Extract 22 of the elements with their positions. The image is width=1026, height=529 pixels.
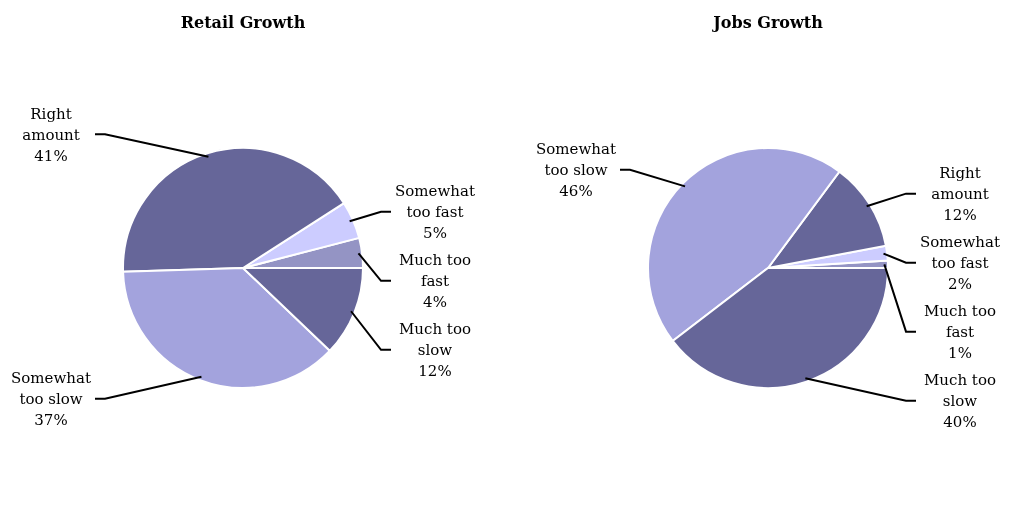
data-label: 4% xyxy=(423,293,447,312)
slice-label: Much too slow xyxy=(924,371,996,411)
data-label: 46% xyxy=(559,182,593,201)
slice-label: Somewhat too slow xyxy=(11,369,91,409)
data-label: 2% xyxy=(948,275,972,294)
slice-label: Much too slow xyxy=(399,320,471,360)
slice-label: Somewhat too fast xyxy=(920,233,1000,273)
data-label: 41% xyxy=(34,146,68,165)
data-label: 12% xyxy=(418,362,452,381)
slice-label: Right amount xyxy=(22,104,80,144)
data-label: 40% xyxy=(943,413,977,432)
slice-label: Much too fast xyxy=(924,302,996,342)
slice-label: Right amount xyxy=(931,164,989,204)
chart-title: Jobs Growth xyxy=(711,13,824,32)
slice-label: Somewhat too fast xyxy=(395,182,475,222)
data-label: 37% xyxy=(34,411,68,430)
data-label: 5% xyxy=(423,224,447,243)
data-label: 1% xyxy=(948,344,972,363)
slice-label: Much too fast xyxy=(399,251,471,291)
chart-title: Retail Growth xyxy=(180,13,306,32)
slice-label: Somewhat too slow xyxy=(536,140,616,180)
data-label: 12% xyxy=(943,206,977,225)
